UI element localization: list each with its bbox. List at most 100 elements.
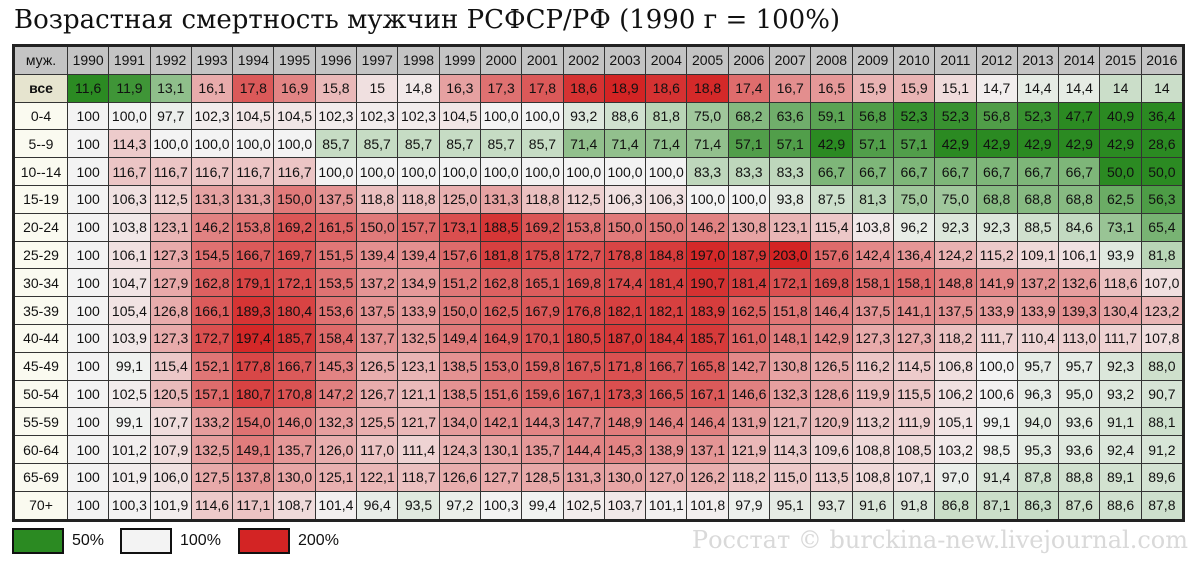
heatmap-cell: 178,8 <box>603 240 647 270</box>
heatmap-cell: 42,9 <box>810 129 853 159</box>
heatmap-cell: 106,8 <box>934 351 977 381</box>
year-header-2013: 2013 <box>1016 45 1060 75</box>
heatmap-cell: 106,3 <box>603 184 647 214</box>
year-header-2011: 2011 <box>934 45 977 75</box>
heatmap-cell: 158,1 <box>892 268 936 298</box>
heatmap-cell: 100 <box>66 407 110 437</box>
heatmap-cell: 83,3 <box>686 157 729 186</box>
heatmap-cell: 14,7 <box>975 73 1018 103</box>
year-header-2014: 2014 <box>1058 45 1101 75</box>
year-header-2003: 2003 <box>603 45 647 75</box>
heatmap-cell: 151,2 <box>438 268 481 298</box>
heatmap-row: 50-54 100 102,5 120,5 157,1 180,7 170,8 147,2 12… <box>13 379 1185 409</box>
heatmap-cell: 57,1 <box>769 129 812 159</box>
heatmap-cell: 17,8 <box>232 73 275 103</box>
heatmap-cell: 130,0 <box>603 462 647 492</box>
heatmap-cell: 75,0 <box>892 184 936 214</box>
year-header-2004: 2004 <box>645 45 688 75</box>
heatmap-cell: 100,0 <box>479 101 523 131</box>
heatmap-cell: 123,2 <box>1140 296 1185 325</box>
heatmap-cell: 81,8 <box>645 101 688 131</box>
row-label: 15-19 <box>13 184 68 214</box>
heatmap-cell: 101,4 <box>314 490 358 521</box>
heatmap-cell: 100,0 <box>562 157 605 186</box>
heatmap-cell: 71,4 <box>603 129 647 159</box>
heatmap-cell: 93,2 <box>1099 379 1142 409</box>
heatmap-cell: 17,4 <box>727 73 771 103</box>
year-header-1990: 1990 <box>66 45 110 75</box>
heatmap-cell: 131,3 <box>232 184 275 214</box>
heatmap-cell: 95,7 <box>1058 351 1101 381</box>
heatmap-cell: 162,8 <box>190 268 234 298</box>
heatmap-cell: 97,0 <box>934 462 977 492</box>
heatmap-cell: 108,8 <box>851 462 894 492</box>
heatmap-cell: 17,8 <box>521 73 564 103</box>
heatmap-cell: 115,2 <box>975 240 1018 270</box>
heatmap-cell: 75,0 <box>686 101 729 131</box>
heatmap-cell: 116,7 <box>190 157 234 186</box>
heatmap-cell: 81,3 <box>851 184 894 214</box>
heatmap-cell: 151,8 <box>769 296 812 325</box>
year-header-2002: 2002 <box>562 45 605 75</box>
heatmap-cell: 100,3 <box>108 490 151 521</box>
heatmap-cell: 166,7 <box>645 351 688 381</box>
heatmap-cell: 114,6 <box>190 490 234 521</box>
heatmap-cell: 104,5 <box>232 101 275 131</box>
year-header-1995: 1995 <box>273 45 316 75</box>
heatmap-cell: 92,3 <box>1099 351 1142 381</box>
heatmap-cell: 96,3 <box>1016 379 1060 409</box>
heatmap-cell: 144,4 <box>562 435 605 464</box>
heatmap-cell: 108,8 <box>851 435 894 464</box>
heatmap-cell: 157,6 <box>810 240 853 270</box>
year-header-2000: 2000 <box>479 45 523 75</box>
heatmap-cell: 16,5 <box>810 73 853 103</box>
heatmap-cell: 185,7 <box>273 323 316 353</box>
heatmap-cell: 187,9 <box>727 240 771 270</box>
year-header-2008: 2008 <box>810 45 853 75</box>
heatmap-cell: 183,9 <box>686 296 729 325</box>
heatmap-cell: 52,3 <box>892 101 936 131</box>
heatmap-cell: 189,3 <box>232 296 275 325</box>
year-header-1991: 1991 <box>108 45 151 75</box>
heatmap-cell: 164,9 <box>479 323 523 353</box>
heatmap-cell: 91,4 <box>975 462 1018 492</box>
heatmap-cell: 18,9 <box>603 73 647 103</box>
heatmap-cell: 126,5 <box>356 351 399 381</box>
heatmap-cell: 126,2 <box>686 462 729 492</box>
heatmap-cell: 162,5 <box>727 296 771 325</box>
heatmap-cell: 15,1 <box>934 73 977 103</box>
heatmap-cell: 127,7 <box>479 462 523 492</box>
heatmap-table: муж. 1990 1991 1992 1993 1994 1995 1996 1997 1998… <box>12 44 1186 522</box>
heatmap-cell: 100,0 <box>645 157 688 186</box>
heatmap-cell: 16,3 <box>438 73 481 103</box>
heatmap-cell: 131,3 <box>562 462 605 492</box>
heatmap-cell: 106,1 <box>1058 240 1101 270</box>
heatmap-cell: 146,2 <box>190 212 234 242</box>
heatmap-cell: 166,7 <box>273 351 316 381</box>
heatmap-cell: 141,1 <box>892 296 936 325</box>
heatmap-cell: 100,0 <box>314 157 358 186</box>
heatmap-cell: 62,5 <box>1099 184 1142 214</box>
year-header-2009: 2009 <box>851 45 894 75</box>
heatmap-cell: 146,6 <box>727 379 771 409</box>
heatmap-cell: 172,1 <box>769 268 812 298</box>
row-label: 35-39 <box>13 296 68 325</box>
heatmap-cell: 153,0 <box>479 351 523 381</box>
heatmap-cell: 91,1 <box>1099 407 1142 437</box>
heatmap-cell: 85,7 <box>356 129 399 159</box>
heatmap-cell: 125,0 <box>438 184 481 214</box>
heatmap-cell: 85,7 <box>479 129 523 159</box>
heatmap-cell: 59,1 <box>810 101 853 131</box>
heatmap-cell: 14,8 <box>397 73 440 103</box>
heatmap-cell: 101,1 <box>645 490 688 521</box>
heatmap-row: все 11,6 11,9 13,1 16,1 17,8 16,9 15,8 15 14,8 16,… <box>13 73 1185 103</box>
heatmap-cell: 40,9 <box>1099 101 1142 131</box>
heatmap-cell: 100,0 <box>975 351 1018 381</box>
heatmap-cell: 75,0 <box>934 184 977 214</box>
heatmap-cell: 106,3 <box>645 184 688 214</box>
heatmap-cell: 132,5 <box>190 435 234 464</box>
heatmap-cell: 16,7 <box>769 73 812 103</box>
heatmap-cell: 137,5 <box>851 296 894 325</box>
heatmap-cell: 109,1 <box>1016 240 1060 270</box>
heatmap-cell: 102,3 <box>397 101 440 131</box>
